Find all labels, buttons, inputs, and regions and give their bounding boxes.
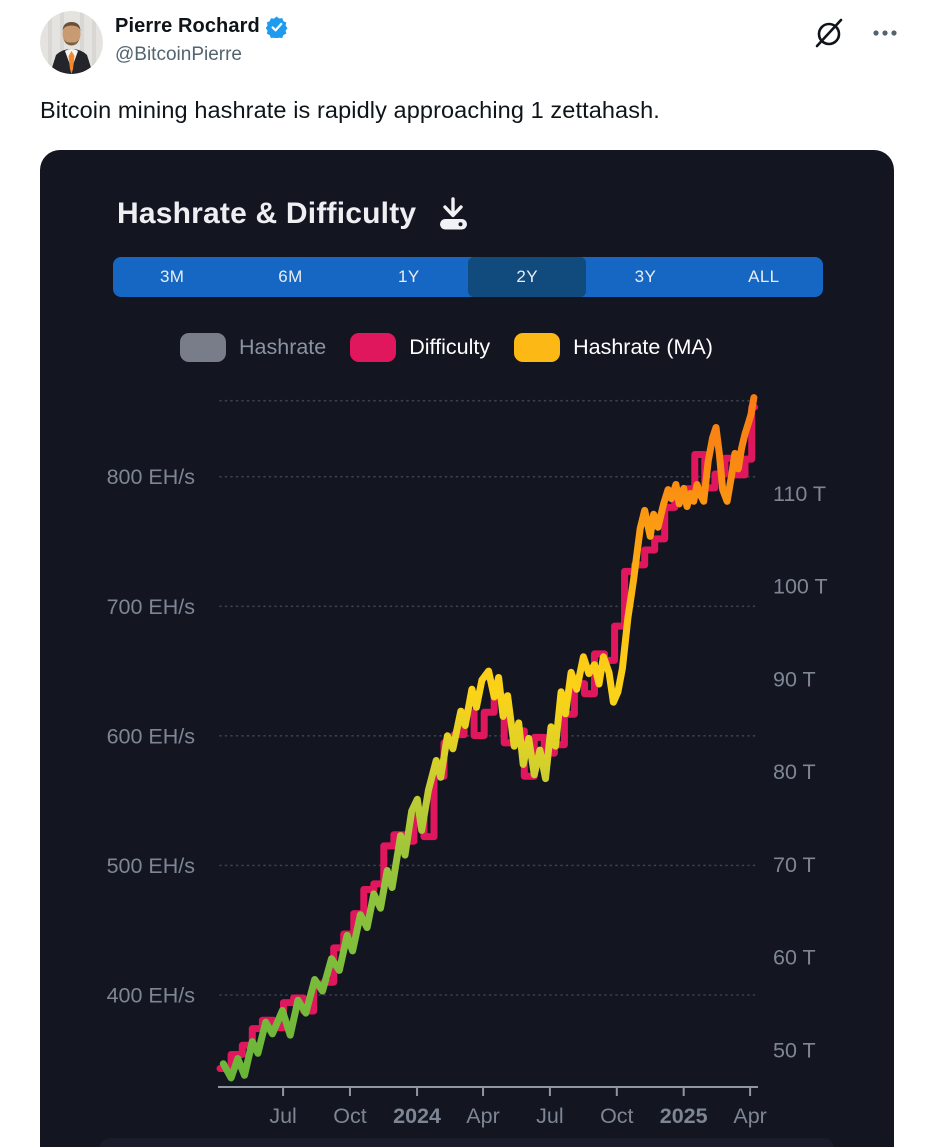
- x-axis-label-2024: 2024: [393, 1104, 441, 1128]
- range-button-3y[interactable]: 3Y: [634, 267, 657, 286]
- legend-label: Hashrate: [239, 334, 327, 359]
- range-button-1y[interactable]: 1Y: [398, 267, 420, 286]
- range-selector: 3M 6M 1Y 2Y 3Y ALL: [113, 257, 823, 297]
- legend-item-hashrate[interactable]: Hashrate: [180, 332, 327, 362]
- legend-item-difficulty[interactable]: Difficulty: [350, 332, 491, 362]
- x-axis-label-Oct: Oct: [600, 1104, 633, 1128]
- x-axis-label-Jul: Jul: [269, 1104, 296, 1128]
- y-axis-right-label-60: 60 T: [773, 946, 816, 970]
- x-axis-label-Apr: Apr: [733, 1104, 766, 1128]
- y-axis-right-label-90: 90 T: [773, 667, 816, 691]
- y-axis-right-label-50: 50 T: [773, 1038, 816, 1062]
- legend-label: Hashrate (MA): [573, 334, 713, 359]
- y-axis-left-label-400: 400 EH/s: [107, 984, 195, 1008]
- y-axis-left-label-700: 700 EH/s: [107, 595, 195, 619]
- y-axis-right-label-70: 70 T: [773, 853, 816, 877]
- range-button-all[interactable]: ALL: [748, 267, 780, 286]
- author-handle[interactable]: @BitcoinPierre: [115, 44, 242, 65]
- more-options-icon[interactable]: [872, 28, 898, 38]
- legend-swatch: [180, 332, 226, 362]
- legend-item-hashrate-ma[interactable]: Hashrate (MA): [514, 332, 713, 362]
- hashrate-difficulty-chart: Jul Oct 2024 Apr Jul Oct 2025 Apr 800 EH/s 700 EH…: [107, 394, 828, 1128]
- author-name[interactable]: Pierre Rochard: [115, 15, 260, 37]
- legend-label: Difficulty: [409, 334, 491, 359]
- card-bottom-strip: [100, 1138, 834, 1147]
- difficulty-line: [216, 403, 759, 1072]
- y-axis-right-label-100: 100 T: [773, 575, 828, 599]
- x-axis-label-Oct: Oct: [333, 1104, 366, 1128]
- tweet-text: Bitcoin mining hashrate is rapidly appro…: [40, 97, 660, 123]
- range-button-6m[interactable]: 6M: [278, 267, 303, 286]
- x-axis-label-2025: 2025: [660, 1104, 708, 1128]
- hashrate-difficulty-card: Hashrate & Difficulty 3M 6M 1Y 2Y 3Y ALL Hash…: [40, 150, 894, 1147]
- range-button-3m[interactable]: 3M: [159, 267, 185, 286]
- y-axis-left-label-600: 600 EH/s: [107, 724, 195, 748]
- chart-title: Hashrate & Difficulty: [117, 197, 417, 230]
- y-axis-right-label-80: 80 T: [773, 760, 816, 784]
- avatar[interactable]: [40, 11, 103, 74]
- chart-legend: Hashrate Difficulty Hashrate (MA): [180, 331, 713, 363]
- y-axis-left-label-500: 500 EH/s: [107, 854, 195, 878]
- x-axis-label-Apr: Apr: [466, 1104, 499, 1128]
- download-icon[interactable]: [432, 192, 474, 236]
- legend-swatch: [350, 332, 397, 362]
- y-axis-left-label-800: 800 EH/s: [107, 465, 195, 489]
- range-button-2y[interactable]: 2Y: [467, 257, 587, 297]
- verified-badge-icon: [265, 16, 288, 38]
- x-axis-label-Jul: Jul: [536, 1104, 563, 1128]
- avatar-image: [40, 11, 103, 74]
- legend-swatch: [514, 332, 561, 362]
- grok-icon[interactable]: [812, 16, 846, 50]
- hashrate-ma-line: [219, 394, 758, 1082]
- y-axis-right-label-110: 110 T: [773, 482, 826, 506]
